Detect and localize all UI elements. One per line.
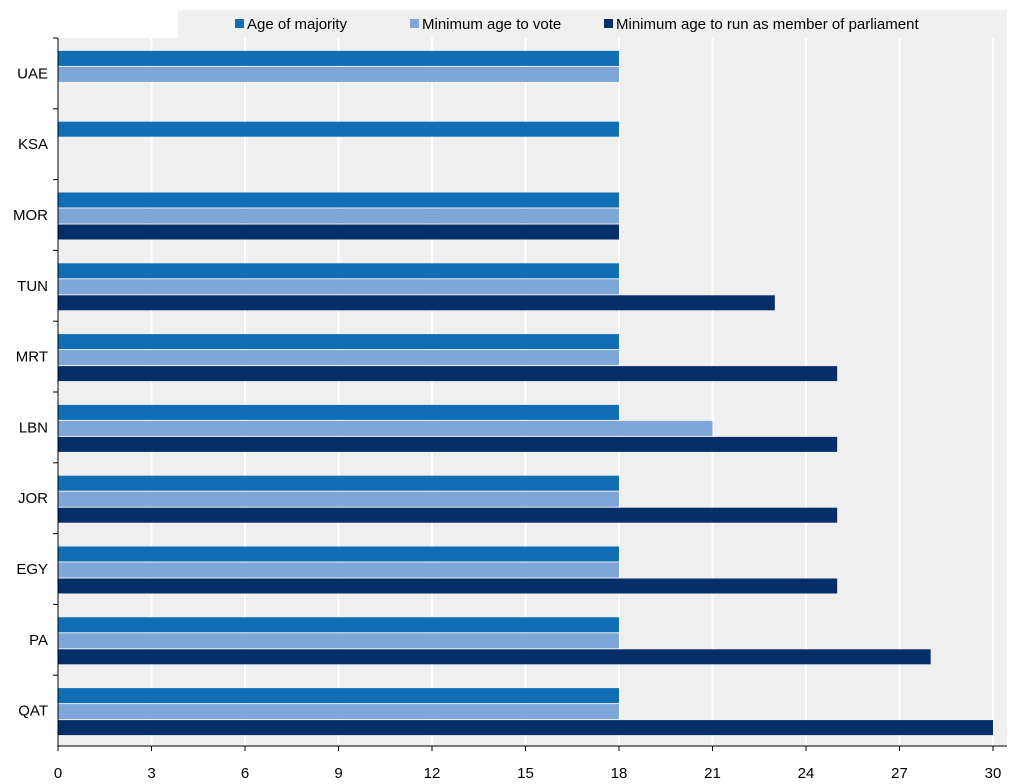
x-tick-label: 30 xyxy=(985,765,1002,782)
y-category-label: KSA xyxy=(18,136,48,153)
legend-label: Minimum age to vote xyxy=(422,16,561,33)
legend: Age of majority Minimum age to vote Minimu… xyxy=(235,16,919,33)
x-tick-label: 9 xyxy=(334,765,342,782)
bar-egy-series-0 xyxy=(58,546,619,562)
bar-pa-series-0 xyxy=(58,617,619,633)
bar-qat-series-1 xyxy=(58,704,619,720)
x-tick-label: 24 xyxy=(798,765,815,782)
x-tick-label: 21 xyxy=(704,765,721,782)
x-tick-label: 12 xyxy=(424,765,441,782)
bar-tun-series-1 xyxy=(58,279,619,295)
bar-tun-series-0 xyxy=(58,263,619,279)
legend-swatch xyxy=(235,19,244,28)
y-category-label: JOR xyxy=(18,490,48,507)
bar-qat-series-0 xyxy=(58,688,619,704)
bar-egy-series-2 xyxy=(58,578,838,594)
bar-jor-series-0 xyxy=(58,475,619,491)
y-category-label: UAE xyxy=(17,65,48,82)
bar-mor-series-1 xyxy=(58,208,619,224)
y-category-label: MOR xyxy=(13,207,48,224)
bar-qat-series-2 xyxy=(58,720,993,736)
bar-egy-series-1 xyxy=(58,562,619,578)
x-tick-label: 3 xyxy=(147,765,155,782)
bar-ksa-series-0 xyxy=(58,121,619,137)
x-tick-label: 18 xyxy=(611,765,628,782)
y-category-label: EGY xyxy=(16,561,48,578)
axes: 0 3 6 9 12 15 18 21 24 27 30 UAE KSA MOR TUN MRT LBN JOR E… xyxy=(13,37,1007,782)
legend-label: Minimum age to run as member of parliame… xyxy=(616,16,919,33)
y-category-label: TUN xyxy=(17,278,48,295)
bar-pa-series-1 xyxy=(58,633,619,649)
x-tick-label: 27 xyxy=(891,765,908,782)
legend-swatch xyxy=(410,19,419,28)
bar-pa-series-2 xyxy=(58,649,931,665)
y-category-label: PA xyxy=(29,632,48,649)
bar-uae-series-1 xyxy=(58,66,619,82)
y-category-label: QAT xyxy=(18,703,48,720)
legend-swatch xyxy=(604,19,613,28)
bar-lbn-series-1 xyxy=(58,420,713,436)
bar-mor-series-0 xyxy=(58,192,619,208)
x-tick-label: 6 xyxy=(241,765,249,782)
legend-background xyxy=(178,10,1007,38)
bar-mrt-series-2 xyxy=(58,366,838,382)
bar-mrt-series-1 xyxy=(58,350,619,366)
y-category-label: LBN xyxy=(19,419,48,436)
bars xyxy=(58,50,993,736)
bar-mor-series-2 xyxy=(58,224,619,240)
bar-lbn-series-0 xyxy=(58,404,619,420)
legend-label: Age of majority xyxy=(247,16,348,33)
bar-uae-series-0 xyxy=(58,50,619,66)
x-tick-label: 0 xyxy=(54,765,62,782)
x-tick-label: 15 xyxy=(517,765,534,782)
bar-lbn-series-2 xyxy=(58,436,838,452)
bar-jor-series-1 xyxy=(58,491,619,507)
y-category-label: MRT xyxy=(16,349,48,366)
bar-jor-series-2 xyxy=(58,507,838,523)
bar-tun-series-2 xyxy=(58,295,775,311)
bar-mrt-series-0 xyxy=(58,334,619,350)
